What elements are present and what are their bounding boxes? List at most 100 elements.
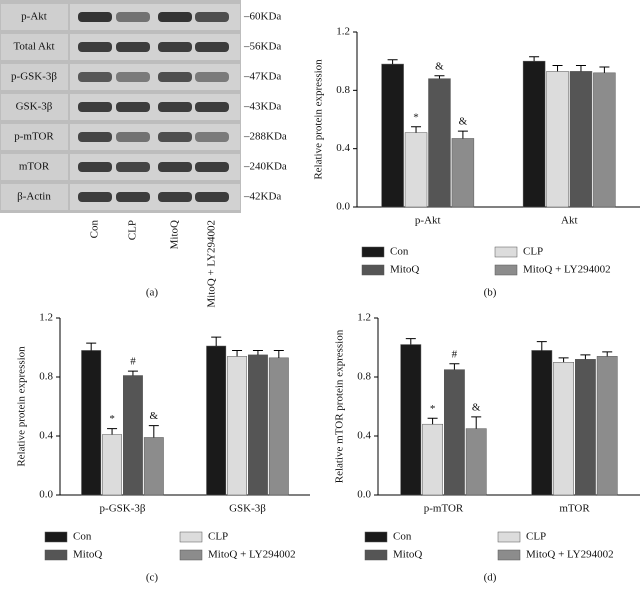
legend-swatch [361,264,385,276]
y-tick-label: 0.0 [336,201,350,213]
blot-band [116,72,150,82]
blot-band [158,192,192,202]
blot-row-label: p-mTOR [14,131,54,143]
blot-band [195,132,229,142]
blot-row-label: p-Akt [21,11,47,23]
legend-swatch [497,549,521,561]
blot-band [158,12,192,22]
error-bar [536,341,547,351]
legend-label: CLP [523,246,543,258]
blot-size-label: –43KDa [243,101,281,113]
bar [102,434,122,496]
y-axis-label: Relative protein expression [313,59,325,180]
blot-band [78,192,112,202]
blot-band [116,12,150,22]
bar [575,359,596,496]
label-cell [1,4,68,30]
legend-label: MitoQ [390,264,419,276]
significance-mark: & [459,116,468,128]
error-bar [471,416,482,429]
error-bar [86,342,97,351]
significance-mark: * [413,111,419,123]
bar [546,71,569,208]
bar [569,71,593,208]
lane-label: MitoQ [169,220,181,249]
bar [522,60,546,208]
legend-label: Con [390,246,409,258]
panel-caption: (b) [484,287,497,299]
label-cell [1,94,68,120]
blot-band [116,42,150,52]
bar [248,354,268,496]
blot-size-label: –240KDa [243,161,287,173]
legend-swatch [494,264,518,276]
legend-swatch [364,531,388,543]
blot-row-label: Total Akt [13,41,54,53]
blot-band [116,192,150,202]
error-bar [127,370,138,376]
bar [465,428,487,496]
bar [227,356,247,496]
blot-band [158,162,192,172]
bar [400,344,422,496]
bar [123,375,143,496]
lane-label: MitoQ + LY294002 [206,220,218,308]
bar [428,78,451,208]
error-bar [411,126,422,133]
significance-mark: * [430,403,436,415]
blot-size-label: –60KDa [243,11,281,23]
bar [422,423,444,496]
label-cell [1,124,68,150]
blot-row-label: p-GSK-3β [11,71,57,83]
blot-band [116,102,150,112]
error-bar [602,351,613,357]
bar [404,132,428,208]
significance-mark: & [472,401,481,413]
y-tick-label: 1.2 [336,26,350,38]
label-cell [1,34,68,60]
blot-size-label: –47KDa [243,71,281,83]
blot-band [78,132,112,142]
error-bar [148,425,159,438]
error-bar [449,363,460,370]
panel-caption: (a) [146,287,159,299]
x-tick-label: p-Akt [415,215,441,227]
blot-band [195,192,229,202]
blot-band [78,162,112,172]
error-bar [427,417,438,425]
label-cell [1,184,68,210]
blot-band [158,102,192,112]
blot-row-label: β-Actin [17,191,51,203]
blot-size-label: –42KDa [243,191,281,203]
y-tick-label: 0.0 [39,489,53,501]
bar [81,350,102,496]
lane-label: CLP [127,220,139,240]
legend-label: Con [73,531,92,543]
blot-band [158,72,192,82]
lane-label: Con [89,220,101,239]
legend-label: MitoQ [73,549,102,561]
blot-band [116,132,150,142]
blot-band [195,12,229,22]
blot-band [78,102,112,112]
legend-swatch [494,246,518,258]
error-bar [552,65,563,72]
blot-band [78,12,112,22]
blot-band [158,42,192,52]
bar [444,369,465,496]
x-tick-label: p-GSK-3β [100,503,146,515]
legend-label: MitoQ [393,549,422,561]
error-bar [580,354,591,360]
significance-mark: # [130,356,136,368]
error-bar [575,65,586,72]
legend-swatch [361,246,385,258]
y-tick-label: 0.8 [336,84,350,96]
bar [381,63,404,208]
blot-band [78,72,112,82]
x-tick-label: mTOR [559,503,590,515]
y-tick-label: 0.8 [357,371,371,383]
legend-label: CLP [208,531,228,543]
error-bar [457,130,468,139]
y-tick-label: 0.4 [357,430,371,442]
label-cell [1,154,68,180]
